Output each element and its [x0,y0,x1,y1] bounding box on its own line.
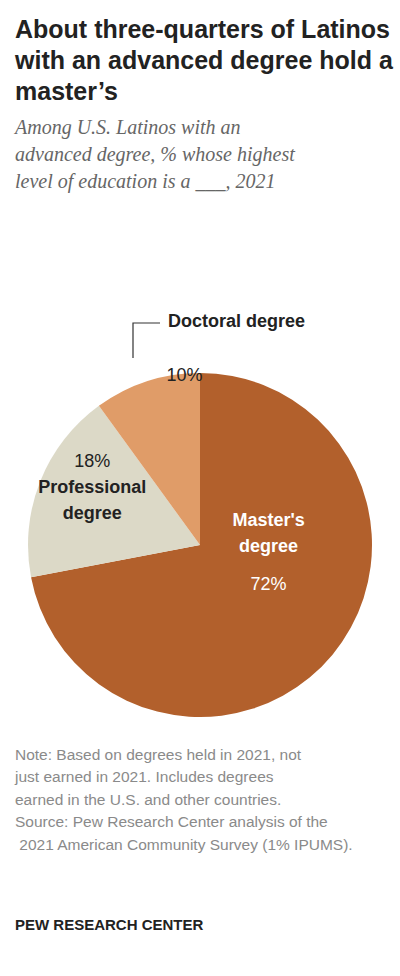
svg-text:PEW RESEARCH CENTER: PEW RESEARCH CENTER [15,916,204,933]
svg-text:Source: Pew Research Center an: Source: Pew Research Center analysis of … [15,813,328,830]
svg-text:master’s: master’s [15,77,118,105]
svg-text:10%: 10% [166,365,202,385]
svg-text:degree: degree [239,536,298,556]
svg-text:Among U.S. Latinos with an: Among U.S. Latinos with an [13,116,246,139]
svg-text:2021 American Community Survey: 2021 American Community Survey (1% IPUMS… [15,836,353,853]
svg-text:Master's: Master's [232,510,304,530]
svg-text:72%: 72% [251,574,287,594]
svg-text:just earned in 2021. Includes: just earned in 2021. Includes degrees [14,768,278,785]
svg-text:18%: 18% [74,451,110,471]
svg-text:level of education is a ___, 2: level of education is a ___, 2021 [15,170,276,193]
svg-text:earned in the U.S. and other c: earned in the U.S. and other countries. [15,791,281,808]
svg-text:About three-quarters of Latino: About three-quarters of Latinos [15,15,397,43]
svg-text:with an advanced degree hold a: with an advanced degree hold a [14,46,400,74]
svg-text:degree: degree [63,503,122,523]
svg-text:Note: Based on degrees held in: Note: Based on degrees held in 2021, not [15,746,305,763]
svg-text:Doctoral degree: Doctoral degree [168,311,305,331]
svg-text:advanced degree, % whose highe: advanced degree, % whose highest [15,143,300,166]
svg-text:Professional: Professional [38,477,146,497]
